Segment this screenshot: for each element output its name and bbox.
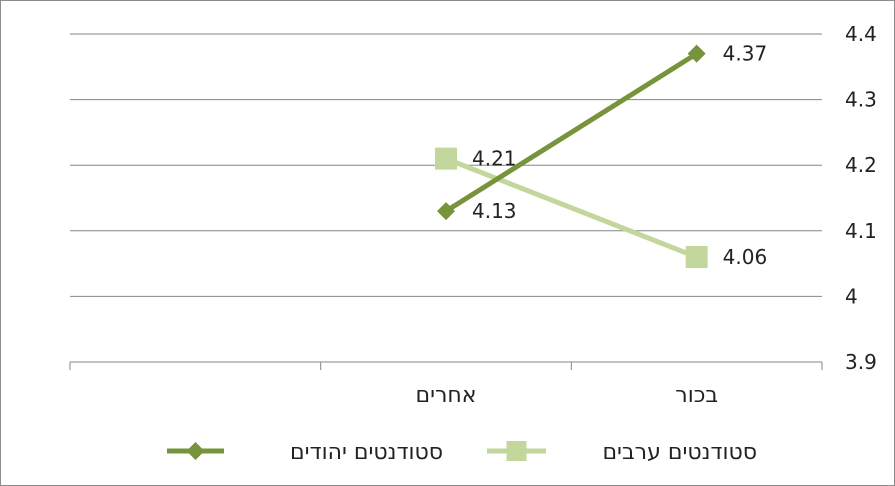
x-axis [69,361,823,370]
legend-label: סטודנטים ערבים [602,440,757,465]
square-marker [506,441,527,461]
y-tick-label: 4 [845,284,858,308]
legend: סטודנטים יהודים סטודנטים ערבים [167,440,757,465]
series-line [445,156,698,260]
category-label: אחרים [415,383,476,408]
data-label: 4.13 [472,199,517,223]
square-marker [435,147,457,170]
series-line [444,51,698,214]
y-tick-label: 3.9 [845,350,877,374]
y-tick-label: 4.2 [845,153,877,177]
series-lines [435,44,708,269]
y-tick-label: 4.3 [845,88,877,112]
data-label: 4.06 [723,245,768,269]
category-label: בכור [675,383,718,408]
data-labels: 4.37 4.13 4.06 4.21 [472,42,767,269]
y-tick-label: 4.4 [845,22,877,46]
legend-label: סטודנטים יהודים [290,440,443,465]
data-label: 4.21 [472,147,517,171]
category-labels: בכור אחרים [415,383,718,408]
y-tick-label: 4.1 [845,219,877,243]
data-label: 4.37 [723,42,768,66]
square-marker [685,246,708,269]
diamond-marker [186,442,205,460]
gridlines [70,33,822,297]
y-tick-labels: 3.9 4 4.1 4.2 4.3 4.4 [845,22,877,374]
diamond-marker [437,202,455,221]
diamond-marker [687,44,706,63]
